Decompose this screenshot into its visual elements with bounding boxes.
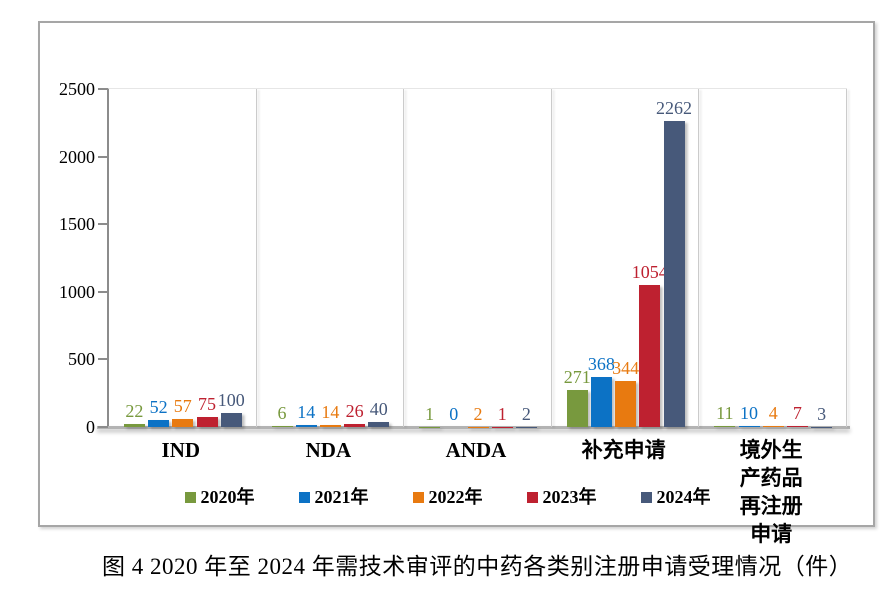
bar — [123, 424, 145, 427]
bar-value-label: 344 — [612, 357, 640, 378]
y-axis-tick — [98, 290, 108, 293]
bar — [738, 425, 760, 427]
x-axis-labels: IND NDA ANDA 补充申请 境外生产药品 再注册申请 — [107, 436, 845, 546]
bar-value-label: 3 — [817, 403, 827, 424]
legend-swatch — [640, 491, 652, 503]
y-axis-tick-label: 0 — [86, 417, 95, 437]
bar-value-label: 75 — [198, 393, 216, 414]
plot-area: 0 500 1000 1500 2000 2500 22 6 1 271 11 52 14 0 368 10 5… — [59, 79, 850, 437]
legend-item: 2020年 — [184, 487, 255, 507]
category-label: 补充申请 — [581, 438, 666, 462]
bar-value-label: 1054 — [631, 261, 668, 282]
bar — [615, 380, 637, 427]
legend-swatch — [526, 491, 538, 503]
category-divider — [255, 89, 257, 427]
bar — [762, 426, 784, 427]
bar — [714, 425, 736, 427]
bar-value-label: 2262 — [656, 98, 692, 119]
y-axis-tick — [98, 358, 108, 361]
y-axis-tick-label: 2500 — [59, 79, 95, 99]
category-label: IND — [161, 438, 201, 462]
legend-label: 2020年 — [200, 487, 255, 507]
y-axis-tick-label: 2000 — [59, 146, 95, 167]
bar-value-label: 271 — [563, 367, 591, 388]
legend-label: 2021年 — [314, 487, 369, 507]
bar — [368, 421, 390, 427]
bar — [590, 377, 612, 427]
category-divider — [698, 89, 700, 427]
bar — [148, 419, 170, 427]
y-axis-tick — [98, 223, 108, 226]
bar-value-label: 1 — [425, 403, 435, 424]
bar-value-label: 14 — [297, 402, 316, 423]
bar-value-label: 26 — [345, 400, 364, 421]
legend-label: 2023年 — [542, 487, 597, 507]
bar — [786, 426, 808, 427]
bar-value-label: 368 — [587, 354, 615, 375]
y-axis-tick — [98, 88, 108, 91]
category-divider — [403, 89, 405, 427]
bar-value-label: 2 — [473, 403, 483, 424]
chart-legend: 2020年 2021年 2022年 2023年 2024年 — [40, 487, 873, 507]
legend-item: 2021年 — [298, 487, 369, 507]
bar-value-label: 57 — [173, 396, 192, 417]
category-label: 境外生产药品 再注册申请 — [739, 438, 803, 546]
bar — [344, 423, 366, 427]
legend-swatch — [298, 491, 310, 503]
bar — [271, 426, 293, 427]
category-label: ANDA — [445, 438, 507, 462]
bar — [295, 425, 317, 427]
y-axis-tick-label: 500 — [68, 349, 95, 370]
bar-value-label: 40 — [369, 398, 388, 419]
bar-value-label: 11 — [716, 402, 734, 423]
y-axis-tick-label: 1500 — [59, 214, 95, 235]
bar-value-label: 52 — [149, 396, 168, 417]
bar-value-label: 2 — [521, 403, 531, 424]
bar-value-label: 10 — [740, 402, 758, 423]
chart-frame: 0 500 1000 1500 2000 2500 22 6 1 271 11 52 14 0 368 10 5… — [38, 21, 875, 546]
bar — [319, 425, 341, 427]
legend-swatch — [412, 491, 424, 503]
bar — [663, 121, 685, 427]
bar — [196, 416, 218, 427]
bar — [220, 413, 242, 427]
y-axis-tick — [98, 155, 108, 158]
category-divider — [550, 89, 552, 427]
bar-value-label: 100 — [217, 390, 245, 411]
bar — [639, 284, 661, 427]
y-axis-tick-label: 1000 — [59, 281, 95, 302]
bar-value-label: 7 — [792, 403, 802, 424]
x-axis-line — [97, 426, 850, 429]
bar-value-label: 0 — [449, 404, 459, 424]
legend-item: 2024年 — [640, 487, 711, 507]
bar — [566, 390, 588, 427]
figure-caption: 图 4 2020 年至 2024 年需技术审评的中药各类别注册申请受理情况（件） — [102, 554, 853, 579]
legend-item: 2022年 — [412, 487, 483, 507]
bar-value-label: 6 — [277, 403, 287, 424]
legend-label: 2022年 — [428, 487, 483, 507]
y-axis-tick — [98, 426, 108, 428]
bar-value-label: 4 — [768, 403, 778, 424]
legend-label: 2024年 — [656, 487, 711, 507]
category-divider — [846, 89, 847, 427]
bar-value-label: 14 — [321, 402, 340, 423]
category-label: NDA — [305, 438, 352, 462]
legend-swatch — [184, 491, 196, 503]
bar-value-label: 1 — [497, 403, 507, 424]
bar — [172, 419, 194, 427]
legend-item: 2023年 — [526, 487, 597, 507]
bar-value-label: 22 — [125, 401, 144, 422]
